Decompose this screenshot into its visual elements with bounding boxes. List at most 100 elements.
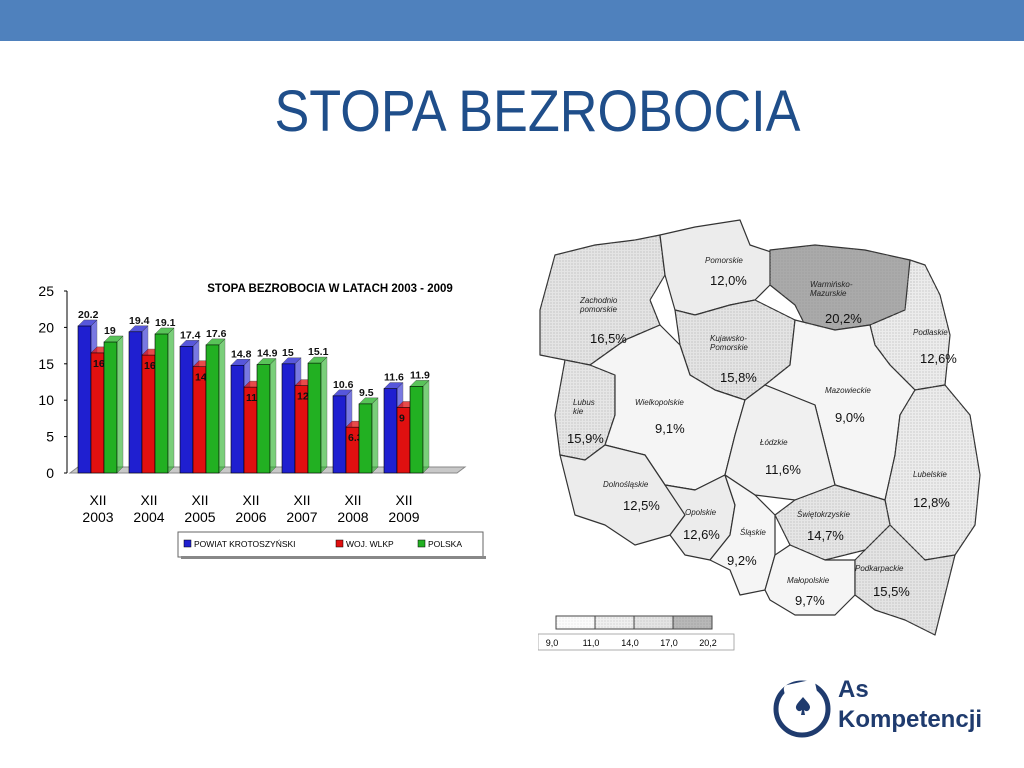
region-name: Podkarpackie [855, 564, 904, 573]
bar [383, 388, 398, 474]
data-label: 16 [93, 358, 105, 370]
region-value: 9,1% [655, 421, 685, 436]
bar [141, 354, 156, 474]
region-value: 12,6% [920, 351, 957, 366]
bar [256, 364, 271, 474]
region-name: Wielkopolskie [635, 398, 684, 407]
data-label: 11.6 [384, 372, 404, 384]
region-name: Zachodnio [579, 296, 618, 305]
x-tick-label: 2004 [133, 509, 164, 525]
bar [77, 325, 92, 474]
region-name: Śląskie [740, 528, 766, 537]
data-label: 17.4 [180, 329, 201, 341]
data-label: 17.6 [206, 328, 227, 340]
region-value: 11,6% [765, 462, 801, 477]
y-tick-label: 0 [46, 465, 54, 481]
region-name: Mazowieckie [825, 386, 871, 395]
scale-label: 17,0 [660, 638, 678, 648]
data-label: 14.9 [257, 348, 278, 360]
data-label: 9 [399, 412, 405, 424]
bar-side [371, 397, 379, 474]
scale-label: 11,0 [583, 638, 600, 648]
data-label: 19.4 [129, 315, 150, 327]
y-tick-label: 10 [38, 392, 54, 408]
region-name: Kujawsko- [710, 334, 747, 343]
data-label: 11.9 [410, 369, 430, 381]
logo-text-line2: Kompetencji [838, 706, 983, 733]
bar-side [269, 358, 277, 474]
legend-label: POLSKA [428, 539, 462, 549]
x-tick-label: XII [191, 492, 208, 508]
bar-side [167, 327, 175, 474]
region-value: 9,7% [795, 593, 825, 608]
data-label: 12 [297, 391, 309, 403]
bar [179, 346, 194, 474]
bar [358, 403, 373, 474]
scale-label: 20,2 [699, 638, 717, 648]
scale-label: 9,0 [546, 638, 559, 648]
y-tick-label: 25 [38, 283, 54, 299]
x-tick-label: 2006 [235, 509, 266, 525]
unemployment-bar-chart: STOPA BEZROBOCIA W LATACH 2003 - 2009 0 5 1… [38, 283, 486, 559]
data-label: 14.8 [231, 348, 252, 360]
region-value: 12,8% [913, 495, 950, 510]
scale-box-pattern [556, 616, 595, 629]
region-name: Pomorskie [710, 343, 748, 352]
legend-swatch [183, 539, 192, 548]
data-label: 9.5 [359, 387, 374, 399]
legend-swatch [417, 539, 426, 548]
bar [332, 395, 347, 474]
x-tick-label: XII [140, 492, 157, 508]
region-name: Opolskie [685, 508, 717, 517]
region-value: 9,0% [835, 410, 865, 425]
scale-label: 14,0 [621, 638, 639, 648]
bar-side [116, 335, 124, 474]
data-label: 20.2 [78, 309, 99, 321]
region-name: Warmińsko- [810, 280, 853, 289]
chart-title: STOPA BEZROBOCIA W LATACH 2003 - 2009 [207, 283, 453, 295]
scale-box-pattern [673, 616, 712, 629]
logo-text-line1: As [838, 676, 869, 703]
region-value: 15,5% [873, 584, 910, 599]
region-name: Świętokrzyskie [797, 510, 850, 519]
data-label: 10.6 [333, 379, 354, 391]
region-name: Lubus [573, 398, 595, 407]
x-tick-label: 2008 [337, 509, 368, 525]
bar [409, 386, 424, 474]
region-name: pomorskie [579, 305, 617, 314]
region-shape-slaskie [709, 474, 776, 596]
region-value: 14,7% [807, 528, 844, 543]
logo-emblem-icon [773, 679, 831, 738]
x-tick-label: XII [293, 492, 310, 508]
bar [128, 331, 143, 474]
legend-label: WOJ. WLKP [346, 539, 394, 549]
data-label: 19.1 [155, 317, 176, 329]
legend-swatch [335, 539, 344, 548]
region-value: 12,6% [683, 527, 720, 542]
scale-box-pattern [634, 616, 673, 629]
region-value: 16,5% [590, 331, 627, 346]
region-value: 15,8% [720, 370, 757, 385]
region-name: Lubelskie [913, 470, 947, 479]
chart-legend: POWIAT KROTOSZYŃSKI WOJ. WLKP POLSKA [177, 531, 486, 559]
x-tick-label: 2009 [388, 509, 419, 525]
region-value: 12,0% [710, 273, 747, 288]
bar-side [218, 338, 226, 474]
legend-label: POWIAT KROTOSZYŃSKI [194, 539, 296, 549]
region-name: Mazurskie [810, 289, 847, 298]
x-tick-label: 2005 [184, 509, 215, 525]
y-tick-label: 15 [38, 356, 54, 372]
bar [154, 333, 169, 474]
y-tick-label: 5 [46, 429, 54, 445]
y-tick-label: 20 [38, 319, 54, 335]
region-name: Pomorskie [705, 256, 743, 265]
region-name: Podlaskie [913, 328, 948, 337]
x-tick-label: XII [344, 492, 361, 508]
bar-side [422, 379, 430, 474]
bar [205, 344, 220, 474]
bar [307, 362, 322, 474]
scale-box-pattern [595, 616, 634, 629]
x-tick-label: 2003 [82, 509, 113, 525]
poland-regions-map: Pomorskie 12,0% Warmińsko-Mazurskie 20,2% Za… [539, 219, 981, 636]
data-label: 15.1 [308, 346, 329, 358]
